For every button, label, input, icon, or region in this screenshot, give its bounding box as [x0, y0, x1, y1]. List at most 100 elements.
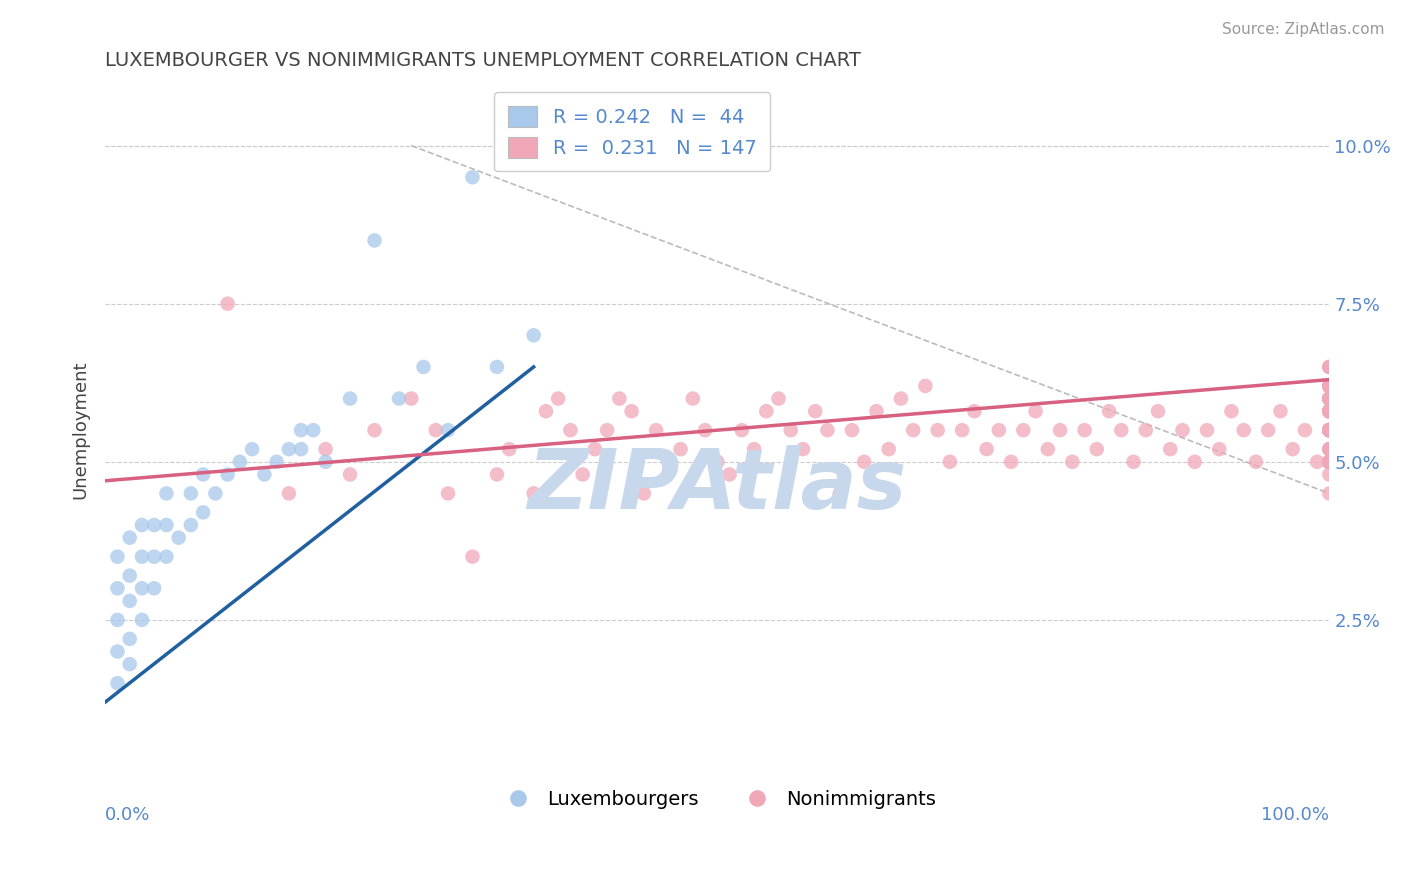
Point — [987, 423, 1010, 437]
Point — [1073, 423, 1095, 437]
Point — [339, 392, 361, 406]
Point — [1319, 423, 1341, 437]
Point — [1049, 423, 1071, 437]
Point — [523, 328, 546, 343]
Point — [253, 467, 276, 482]
Point — [853, 455, 876, 469]
Point — [1319, 423, 1341, 437]
Point — [1319, 423, 1341, 437]
Point — [1319, 423, 1341, 437]
Point — [1319, 392, 1341, 406]
Point — [1319, 423, 1341, 437]
Point — [1319, 455, 1341, 469]
Point — [1319, 455, 1341, 469]
Point — [1135, 423, 1157, 437]
Point — [107, 644, 129, 658]
Point — [1319, 392, 1341, 406]
Point — [609, 392, 631, 406]
Point — [1319, 359, 1341, 374]
Point — [1319, 379, 1341, 393]
Point — [412, 359, 434, 374]
Point — [1319, 423, 1341, 437]
Point — [290, 442, 312, 457]
Point — [596, 423, 619, 437]
Point — [217, 467, 239, 482]
Point — [1319, 359, 1341, 374]
Legend: Luxembourgers, Nonimmigrants: Luxembourgers, Nonimmigrants — [491, 782, 943, 817]
Point — [1319, 379, 1341, 393]
Point — [1195, 423, 1218, 437]
Point — [437, 423, 460, 437]
Point — [1319, 423, 1341, 437]
Point — [315, 455, 337, 469]
Point — [1319, 455, 1341, 469]
Point — [277, 442, 299, 457]
Point — [240, 442, 263, 457]
Point — [1036, 442, 1059, 457]
Point — [633, 486, 655, 500]
Point — [1025, 404, 1047, 418]
Point — [1319, 392, 1341, 406]
Point — [1319, 442, 1341, 457]
Point — [1319, 404, 1341, 418]
Point — [1319, 467, 1341, 482]
Point — [1319, 404, 1341, 418]
Y-axis label: Unemployment: Unemployment — [72, 361, 89, 500]
Point — [1319, 404, 1341, 418]
Point — [779, 423, 801, 437]
Point — [118, 568, 141, 582]
Point — [401, 392, 423, 406]
Point — [1319, 379, 1341, 393]
Point — [1319, 455, 1341, 469]
Point — [1062, 455, 1084, 469]
Point — [1319, 423, 1341, 437]
Point — [425, 423, 447, 437]
Point — [976, 442, 998, 457]
Point — [1319, 379, 1341, 393]
Text: Source: ZipAtlas.com: Source: ZipAtlas.com — [1222, 22, 1385, 37]
Point — [1319, 423, 1341, 437]
Point — [768, 392, 790, 406]
Point — [143, 518, 166, 533]
Point — [841, 423, 863, 437]
Point — [742, 442, 765, 457]
Text: ZIPAtlas: ZIPAtlas — [527, 445, 907, 526]
Point — [1220, 404, 1243, 418]
Point — [1122, 455, 1144, 469]
Point — [1319, 423, 1341, 437]
Point — [217, 296, 239, 310]
Point — [180, 518, 202, 533]
Point — [1319, 423, 1341, 437]
Point — [107, 582, 129, 596]
Text: 0.0%: 0.0% — [105, 805, 150, 824]
Point — [963, 404, 986, 418]
Point — [1319, 423, 1341, 437]
Point — [290, 423, 312, 437]
Point — [302, 423, 325, 437]
Point — [1319, 423, 1341, 437]
Point — [118, 632, 141, 646]
Point — [277, 486, 299, 500]
Point — [1257, 423, 1279, 437]
Point — [229, 455, 252, 469]
Point — [1319, 423, 1341, 437]
Point — [180, 486, 202, 500]
Point — [339, 467, 361, 482]
Point — [669, 442, 692, 457]
Point — [191, 467, 214, 482]
Point — [118, 594, 141, 608]
Point — [1319, 404, 1341, 418]
Point — [485, 359, 508, 374]
Point — [131, 549, 153, 564]
Text: LUXEMBOURGER VS NONIMMIGRANTS UNEMPLOYMENT CORRELATION CHART: LUXEMBOURGER VS NONIMMIGRANTS UNEMPLOYME… — [105, 51, 860, 70]
Point — [191, 505, 214, 519]
Point — [204, 486, 226, 500]
Point — [1171, 423, 1194, 437]
Point — [1319, 404, 1341, 418]
Point — [1109, 423, 1132, 437]
Point — [1319, 379, 1341, 393]
Point — [1319, 455, 1341, 469]
Point — [143, 549, 166, 564]
Point — [461, 170, 484, 185]
Point — [1319, 423, 1341, 437]
